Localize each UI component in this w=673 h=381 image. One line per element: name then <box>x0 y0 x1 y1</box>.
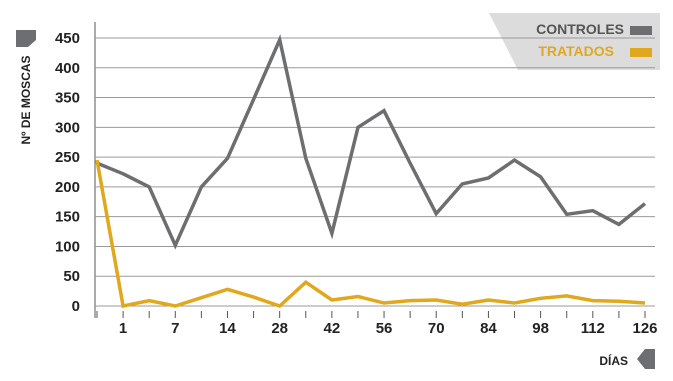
y-tick-label: 0 <box>72 298 80 315</box>
x-tick-label: 42 <box>324 320 341 337</box>
series-lines <box>95 34 647 309</box>
y-tick-label: 250 <box>55 149 80 166</box>
grid-lines <box>95 37 655 307</box>
x-tick-label: 7 <box>171 320 179 337</box>
x-tick-label: 126 <box>632 320 657 337</box>
legend-label-tratados: TRATADOS <box>538 43 614 59</box>
y-tick-label: 350 <box>55 90 80 107</box>
y-tick-labels: 0 50 100 150 200 250 300 350 400 450 <box>55 30 80 315</box>
series-line-tratados <box>95 159 646 309</box>
y-tick-label: 300 <box>55 119 80 136</box>
series-line-controles <box>96 34 647 250</box>
x-tick-label: 84 <box>480 320 497 337</box>
x-tick-label: 98 <box>532 320 549 337</box>
x-tick-label: 1 <box>119 320 127 337</box>
legend-background <box>489 13 660 70</box>
y-axis-title: Nº DE MOSCAS <box>19 55 33 144</box>
legend-label-controles: CONTROLES <box>536 21 624 37</box>
x-tick-label: 28 <box>271 320 288 337</box>
y-tick-label: 450 <box>55 30 80 47</box>
y-tick-label: 150 <box>55 209 80 226</box>
legend-swatch-tratados <box>630 48 652 57</box>
y-tick-label: 50 <box>63 268 80 285</box>
x-tick-labels: 1 7 14 28 42 56 70 84 98 112 126 <box>96 311 658 337</box>
y-tick-label: 400 <box>55 60 80 77</box>
x-tick-label: 56 <box>376 320 393 337</box>
legend-swatch-controles <box>630 26 652 35</box>
y-tick-label: 200 <box>55 179 80 196</box>
x-tick-label: 112 <box>581 320 605 337</box>
x-axis-marker-icon <box>637 349 655 369</box>
x-tick-label: 70 <box>428 320 445 337</box>
y-tick-label: 100 <box>55 238 80 255</box>
x-axis-title: DÍAS <box>599 353 628 368</box>
y-axis-marker-icon <box>16 30 36 47</box>
x-tick-label: 14 <box>219 320 236 337</box>
